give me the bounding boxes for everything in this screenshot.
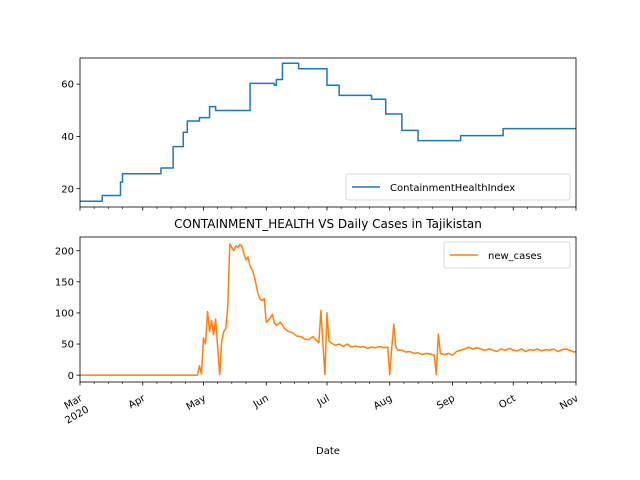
- top-axes-frame: [79, 57, 577, 208]
- series-line-ContainmentHealthIndex: [80, 62, 576, 202]
- bottom-y-axis: 0 50 100 150 200: [55, 246, 80, 382]
- bottom-axes-frame: [79, 236, 577, 383]
- bottom-plot-area: [80, 243, 577, 376]
- y-tick-label: 60: [61, 80, 74, 91]
- top-x-axis: [79, 207, 577, 211]
- bottom-legend: new_cases: [443, 241, 571, 269]
- top-plot-area: [80, 62, 576, 202]
- y-tick-label: 150: [55, 277, 74, 288]
- bottom-legend-box: [443, 241, 571, 269]
- bottom-legend-label: new_cases: [488, 251, 542, 262]
- y-tick-label: 0: [68, 371, 74, 382]
- y-tick-label: 50: [61, 340, 74, 351]
- y-tick-label: 100: [55, 309, 74, 320]
- top-panel: 20 40 60 ContainmentHealthIndex: [61, 57, 577, 211]
- y-tick-label: 20: [61, 184, 74, 195]
- y-tick-label: 200: [55, 246, 74, 257]
- y-tick-label: 40: [61, 132, 74, 143]
- top-y-axis: 20 40 60: [61, 80, 80, 195]
- top-legend: ContainmentHealthIndex: [345, 173, 571, 201]
- top-legend-label: ContainmentHealthIndex: [390, 183, 515, 194]
- bottom-chart-title: CONTAINMENT_HEALTH VS Daily Cases in Taj…: [174, 217, 482, 231]
- top-legend-box: [345, 173, 571, 201]
- bottom-x-axis-label: Date: [316, 446, 340, 457]
- bottom-panel: CONTAINMENT_HEALTH VS Daily Cases in Taj…: [55, 217, 581, 457]
- series-line-new_cases: [80, 243, 577, 376]
